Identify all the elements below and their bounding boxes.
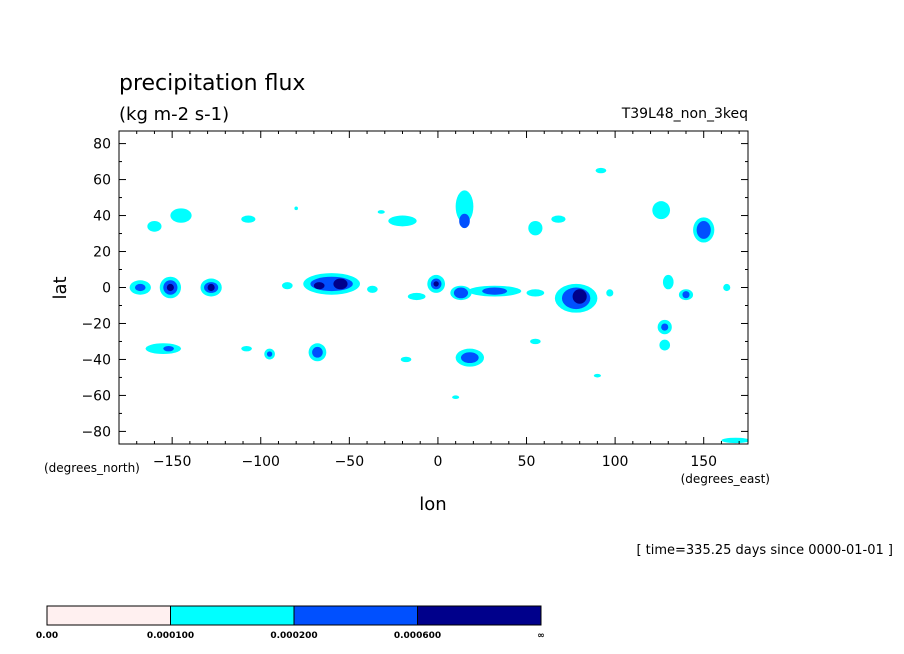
y-tick-label-8: −80: [81, 424, 111, 440]
precip-cell-17: [433, 281, 439, 287]
precip-cell-56: [661, 323, 669, 331]
colorbar-swatch-2: [293, 605, 418, 626]
precip-cell-12: [313, 282, 325, 290]
y-tick-label-7: −60: [81, 388, 111, 404]
precip-cell-34: [696, 220, 711, 239]
y-tick-label-3: 20: [93, 245, 111, 261]
precip-cell-58: [400, 356, 412, 363]
colorbar-label-2: 0.000200: [270, 631, 317, 641]
precip-cell-51: [312, 346, 323, 358]
x-tick-label-2: −50: [335, 454, 365, 470]
precip-cell-41: [388, 215, 417, 227]
precip-cell-14: [407, 292, 426, 301]
y-tick-label-2: 40: [93, 209, 111, 225]
x-tick-label-1: −100: [242, 454, 280, 470]
x-tick-label-6: 150: [690, 454, 717, 470]
chart-title: precipitation flux: [119, 71, 305, 96]
precip-cell-57: [659, 339, 671, 351]
colorbar-label-3: 0.000600: [394, 631, 441, 641]
precip-cell-31: [455, 190, 474, 223]
precip-cell-1: [134, 283, 146, 292]
y-axis: 80 60 40 20 0 −20 −40 −60 −80: [81, 137, 748, 440]
precip-cell-42: [528, 220, 543, 236]
colorbar-label-4: ∞: [537, 631, 545, 641]
y-tick-label-4: 0: [102, 281, 111, 297]
colorbar-swatch-3: [417, 605, 542, 626]
precip-cell-8: [282, 282, 293, 290]
precip-cell-54: [530, 338, 541, 345]
precip-cell-29: [682, 291, 690, 299]
precip-cell-59: [452, 395, 460, 400]
precip-cell-35: [652, 201, 671, 220]
precip-cell-32: [459, 213, 470, 229]
precip-cell-38: [241, 215, 256, 223]
precip-cell-7: [207, 283, 215, 292]
x-tick-label-4: 50: [518, 454, 536, 470]
colorbar-label-0: 0.00: [36, 631, 58, 641]
precip-cell-39: [294, 206, 298, 211]
precip-cell-53: [460, 352, 479, 364]
y-tick-label-6: −40: [81, 352, 111, 368]
time-label: [ time=335.25 days since 0000-01-01 ]: [636, 543, 893, 558]
x-axis: −150 −100 −50 0 50 100 150: [136, 131, 740, 470]
precip-cell-27: [662, 274, 674, 290]
colorbar-swatch-1: [170, 605, 295, 626]
x-units-label: (degrees_east): [681, 472, 770, 486]
precip-cell-13: [367, 285, 378, 293]
precip-cell-43: [551, 215, 566, 223]
precip-cell-21: [482, 287, 508, 295]
precip-cell-26: [606, 289, 614, 297]
precip-cell-25: [572, 289, 587, 304]
precip-cell-36: [147, 220, 162, 232]
precip-cell-44: [595, 167, 607, 174]
y-tick-label-0: 80: [93, 137, 111, 153]
x-tick-label-0: −150: [153, 454, 191, 470]
dataset-label: T39L48_non_3keq: [621, 106, 748, 122]
precip-cell-30: [723, 283, 731, 292]
precip-cell-11: [333, 278, 348, 290]
precip-cell-40: [377, 210, 385, 214]
chart-units: (kg m-2 s-1): [119, 104, 229, 125]
colorbar-label-1: 0.000100: [147, 631, 194, 641]
colorbar-swatch-0: [46, 605, 171, 626]
x-tick-label-3: 0: [433, 454, 442, 470]
precip-cell-4: [166, 283, 174, 292]
y-tick-label-1: 60: [93, 173, 111, 189]
y-units-label: (degrees_north): [44, 461, 140, 475]
precip-cell-49: [266, 351, 273, 357]
precip-field: [129, 167, 748, 444]
y-tick-label-5: −20: [81, 316, 111, 332]
x-tick-label-5: 100: [602, 454, 629, 470]
precip-cell-61: [721, 437, 748, 444]
precip-cell-60: [593, 373, 601, 378]
x-axis-label: lon: [419, 494, 446, 515]
y-axis-label: lat: [50, 276, 71, 299]
colorbar: 0.00 0.000100 0.000200 0.000600 ∞: [36, 605, 545, 641]
precip-cell-19: [453, 287, 469, 299]
precip-cell-37: [170, 208, 192, 223]
precip-cell-46: [163, 345, 174, 352]
precip-cell-22: [526, 289, 545, 297]
precip-cell-47: [241, 345, 252, 352]
